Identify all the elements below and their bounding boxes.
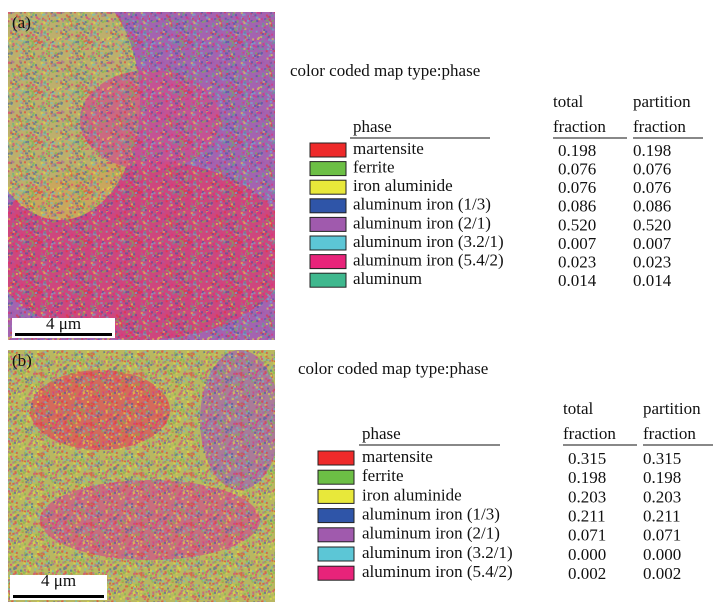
phase-name: martensite: [362, 447, 433, 466]
total-fraction: 0.198: [558, 141, 596, 160]
swatch: [310, 180, 346, 194]
phase-name: aluminum iron (3.2/1): [353, 232, 504, 251]
phase-name: aluminum iron (1/3): [353, 195, 491, 214]
total-fraction: 0.014: [558, 271, 597, 290]
map-speckle: [8, 12, 275, 340]
swatch: [318, 509, 354, 523]
partition-fraction: 0.520: [633, 215, 671, 234]
phase-name: aluminum iron (2/1): [353, 213, 491, 232]
total-fraction: 0.211: [568, 507, 606, 526]
phase-map: [8, 350, 280, 602]
swatch: [310, 199, 346, 213]
partition-fraction: 0.211: [643, 507, 681, 526]
panel-label: (a): [12, 13, 31, 32]
swatch: [318, 547, 354, 561]
phase-name: iron aluminide: [362, 485, 462, 504]
phase-name: aluminum iron (2/1): [362, 524, 500, 543]
partition-fraction: 0.198: [643, 468, 681, 487]
col-header: total: [563, 399, 593, 418]
scale-bar: [15, 333, 112, 336]
panel-label: (b): [12, 351, 32, 370]
col-header: phase: [353, 117, 392, 136]
partition-fraction: 0.076: [633, 178, 671, 197]
phase-name: ferrite: [362, 466, 404, 485]
col-header: fraction: [643, 424, 696, 443]
swatch: [310, 143, 346, 157]
phase-name: martensite: [353, 139, 424, 158]
col-header: fraction: [553, 117, 606, 136]
col-header: fraction: [563, 424, 616, 443]
partition-fraction: 0.315: [643, 449, 681, 468]
partition-fraction: 0.198: [633, 141, 671, 160]
swatch: [310, 273, 346, 287]
swatch: [318, 566, 354, 580]
partition-fraction: 0.203: [643, 487, 681, 506]
swatch: [310, 255, 346, 269]
partition-fraction: 0.007: [633, 234, 672, 253]
col-header: total: [553, 92, 583, 111]
partition-fraction: 0.002: [643, 564, 681, 583]
total-fraction: 0.520: [558, 215, 596, 234]
phase-name: iron aluminide: [353, 176, 453, 195]
col-header: partition: [643, 399, 701, 418]
phase-name: aluminum: [353, 269, 422, 288]
scale-bar: [13, 595, 104, 598]
total-fraction: 0.086: [558, 197, 596, 216]
swatch: [318, 489, 354, 503]
total-fraction: 0.315: [568, 449, 606, 468]
partition-fraction: 0.014: [633, 271, 672, 290]
total-fraction: 0.007: [558, 234, 597, 253]
col-header: partition: [633, 92, 691, 111]
partition-fraction: 0.076: [633, 160, 671, 179]
map-speckle: [8, 350, 275, 602]
figure: (a) 4 μm color coded map type:phase total fr…: [0, 0, 722, 604]
swatch: [318, 451, 354, 465]
swatch: [310, 217, 346, 231]
swatch: [318, 528, 354, 542]
swatch: [318, 470, 354, 484]
phase-name: aluminum iron (1/3): [362, 505, 500, 524]
swatch: [310, 162, 346, 176]
col-header: phase: [362, 424, 401, 443]
total-fraction: 0.071: [568, 526, 606, 545]
partition-fraction: 0.023: [633, 253, 671, 272]
legend-title: color coded map type:phase: [290, 61, 480, 80]
swatch: [310, 236, 346, 250]
partition-fraction: 0.086: [633, 197, 671, 216]
total-fraction: 0.076: [558, 178, 596, 197]
scale-bar-label: 4 μm: [46, 314, 81, 333]
total-fraction: 0.002: [568, 564, 606, 583]
total-fraction: 0.203: [568, 487, 606, 506]
partition-fraction: 0.071: [643, 526, 681, 545]
total-fraction: 0.076: [558, 160, 596, 179]
phase-name: aluminum iron (5.4/2): [353, 251, 504, 270]
partition-fraction: 0.000: [643, 545, 681, 564]
legend-title: color coded map type:phase: [298, 359, 488, 378]
col-header: fraction: [633, 117, 686, 136]
total-fraction: 0.198: [568, 468, 606, 487]
phase-name: aluminum iron (5.4/2): [362, 562, 513, 581]
total-fraction: 0.023: [558, 253, 596, 272]
phase-map: [0, 0, 290, 340]
phase-name: aluminum iron (3.2/1): [362, 543, 513, 562]
total-fraction: 0.000: [568, 545, 606, 564]
phase-name: ferrite: [353, 158, 395, 177]
scale-bar-label: 4 μm: [41, 571, 76, 590]
